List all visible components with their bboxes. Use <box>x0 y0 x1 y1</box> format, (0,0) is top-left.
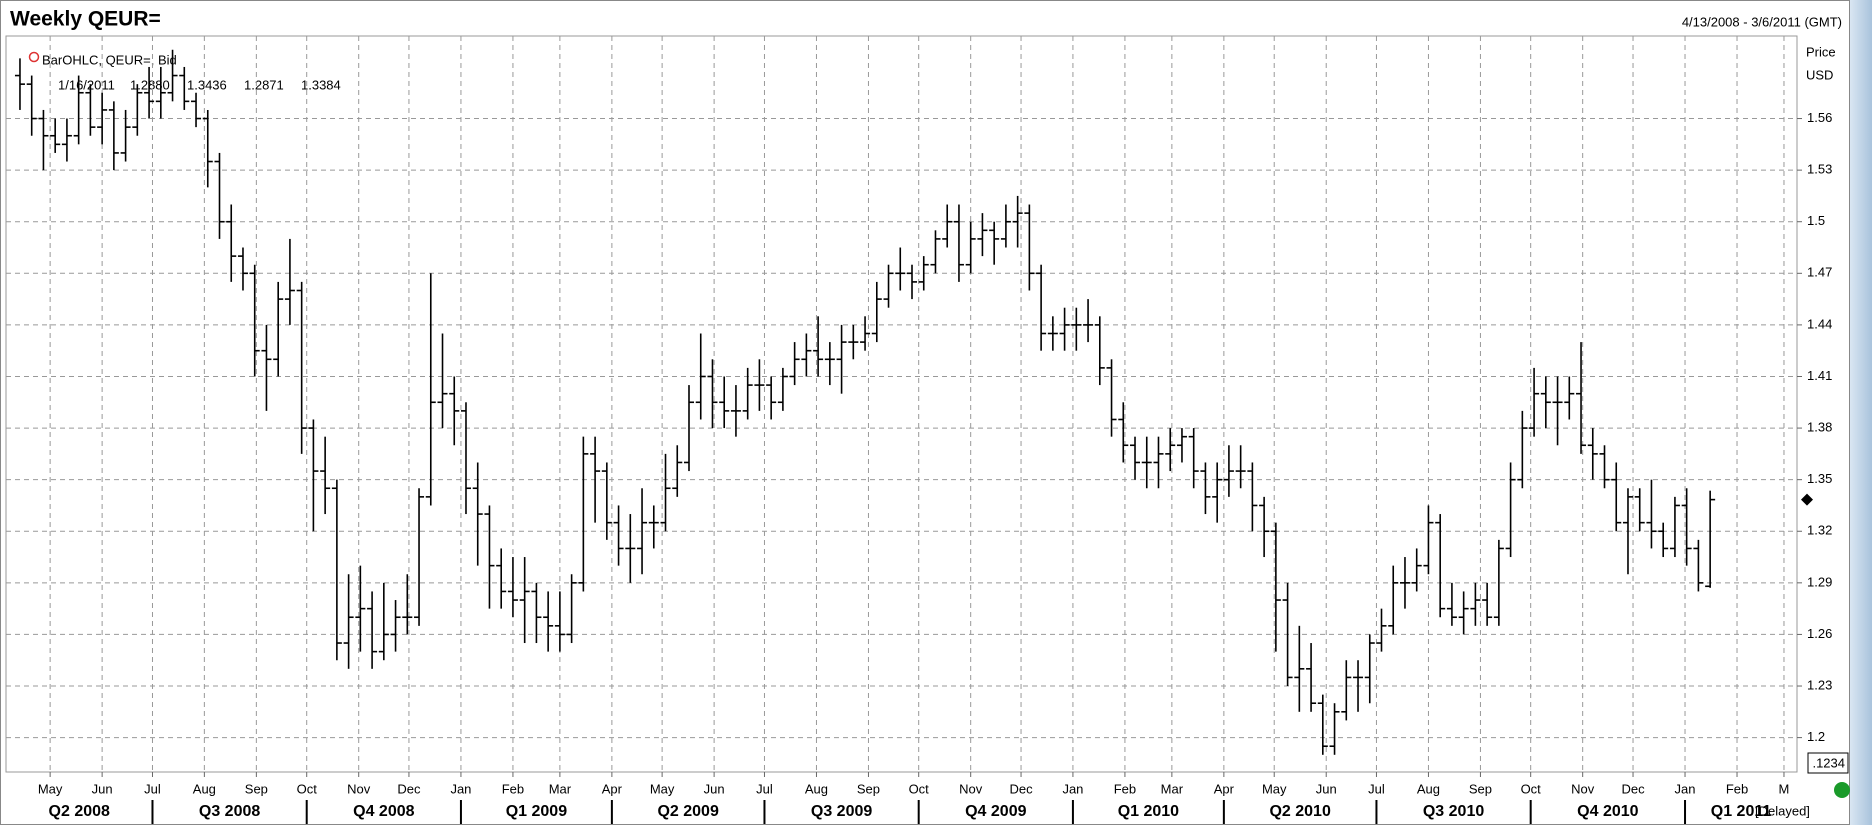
y-tick-label: 1.47 <box>1807 265 1832 280</box>
y-tick-label: 1.44 <box>1807 316 1832 331</box>
x-tick-label: Nov <box>959 781 983 796</box>
quarter-label: Q2 2008 <box>49 803 110 820</box>
x-tick-label: Sep <box>857 781 880 796</box>
quarter-label: Q4 2008 <box>353 803 414 820</box>
y-tick-label: 1.56 <box>1807 110 1832 125</box>
x-tick-label: Jul <box>144 781 161 796</box>
y-tick-label: 1.23 <box>1807 677 1832 692</box>
x-tick-label: Dec <box>1621 781 1645 796</box>
y-tick-label: 1.35 <box>1807 471 1832 486</box>
date-range: 4/13/2008 - 3/6/2011 (GMT) <box>1682 14 1842 29</box>
x-tick-label: Apr <box>602 781 623 796</box>
x-tick-label: May <box>38 781 63 796</box>
x-tick-label: Jan <box>450 781 471 796</box>
quarter-label: Q3 2008 <box>199 803 260 820</box>
plot-area <box>5 35 1798 773</box>
x-tick-label: Mar <box>549 781 572 796</box>
cursor-label: .1234 <box>1812 755 1845 770</box>
x-tick-label: Nov <box>1571 781 1595 796</box>
y-tick-label: 1.32 <box>1807 523 1832 538</box>
x-tick-label: Jun <box>704 781 725 796</box>
x-tick-label: Jan <box>1675 781 1696 796</box>
x-tick-label: Jul <box>1368 781 1385 796</box>
y-tick-label: 1.29 <box>1807 574 1832 589</box>
legend-value: 1.3384 <box>301 77 341 92</box>
quarter-label: Q1 2011 <box>1711 803 1772 820</box>
status-dot <box>1834 782 1850 798</box>
y-tick-label: 1.2 <box>1807 729 1825 744</box>
window-edge <box>1850 0 1872 825</box>
y-tick-label: 1.53 <box>1807 162 1832 177</box>
y-tick-label: 1.5 <box>1807 213 1825 228</box>
y-axis-label: Price <box>1806 44 1836 59</box>
x-tick-label: Oct <box>297 781 318 796</box>
legend-value: 1.2871 <box>244 77 284 92</box>
legend-name: BarOHLC, QEUR=, Bid <box>42 52 177 67</box>
x-tick-label: Mar <box>1161 781 1184 796</box>
x-tick-label: Oct <box>909 781 930 796</box>
x-tick-label: Dec <box>1009 781 1033 796</box>
x-tick-label: Jun <box>1316 781 1337 796</box>
x-tick-label: Aug <box>1417 781 1440 796</box>
x-tick-label: Oct <box>1521 781 1542 796</box>
legend-icon <box>28 51 40 63</box>
quarter-label: Q2 2009 <box>657 803 718 820</box>
quarter-label: Q1 2010 <box>1118 803 1179 820</box>
x-tick-label: Jun <box>92 781 113 796</box>
legend-values: 1/16/2011 1.2880 1.3436 1.2871 1.3384 <box>58 77 341 92</box>
legend-value: 1.2880 <box>130 77 170 92</box>
x-tick-label: Feb <box>502 781 524 796</box>
y-tick-label: 1.26 <box>1807 626 1832 641</box>
x-tick-label: Dec <box>397 781 421 796</box>
x-tick-label: Sep <box>245 781 268 796</box>
quarter-label: Q4 2010 <box>1577 803 1638 820</box>
quarter-label: Q3 2010 <box>1423 803 1484 820</box>
y-axis-unit: USD <box>1806 67 1833 82</box>
quarter-label: Q1 2009 <box>506 803 567 820</box>
x-tick-label: Apr <box>1214 781 1235 796</box>
quarter-label: Q4 2009 <box>965 803 1026 820</box>
cursor-box <box>1807 752 1849 774</box>
x-tick-label: Feb <box>1726 781 1748 796</box>
x-tick-label: M <box>1779 781 1790 796</box>
x-tick-label: Sep <box>1469 781 1492 796</box>
y-tick-label: 1.41 <box>1807 368 1832 383</box>
x-tick-label: Aug <box>805 781 828 796</box>
x-tick-label: Jan <box>1062 781 1083 796</box>
legend-date: 1/16/2011 <box>58 77 115 92</box>
x-tick-label: May <box>1262 781 1287 796</box>
status: [Delayed] <box>1755 803 1810 818</box>
x-tick-label: Feb <box>1114 781 1136 796</box>
quarter-label: Q3 2009 <box>811 803 872 820</box>
x-tick-label: Aug <box>193 781 216 796</box>
chart-title: Weekly QEUR= <box>10 8 161 31</box>
x-tick-label: Nov <box>347 781 371 796</box>
last-price-marker <box>1801 493 1813 506</box>
legend-value: 1.3436 <box>187 77 227 92</box>
x-tick-label: May <box>650 781 675 796</box>
y-tick-label: 1.38 <box>1807 420 1832 435</box>
quarter-label: Q2 2010 <box>1269 803 1330 820</box>
x-tick-label: Jul <box>756 781 773 796</box>
